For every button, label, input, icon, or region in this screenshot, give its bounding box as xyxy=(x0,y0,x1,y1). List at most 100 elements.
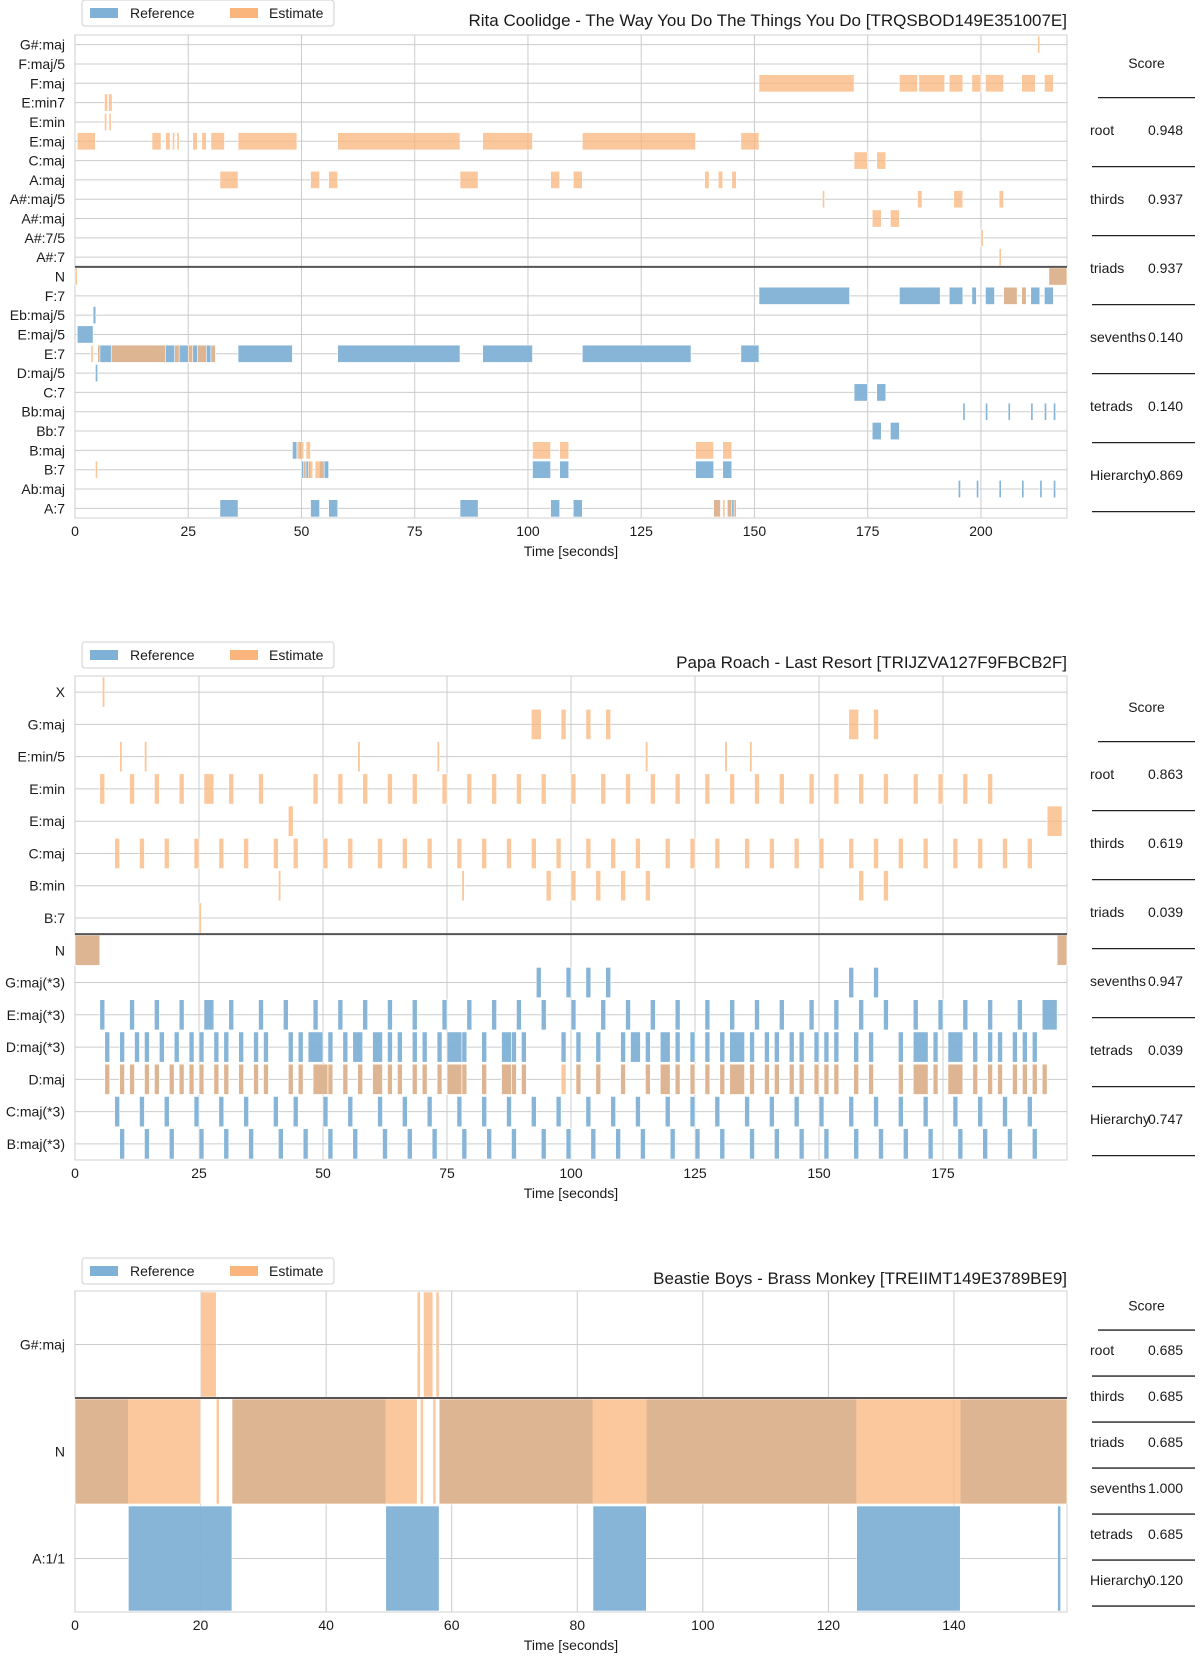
reference-segment xyxy=(674,999,681,1031)
score-metric-label: triads xyxy=(1090,1434,1124,1450)
score-metric-label: root xyxy=(1090,1342,1114,1358)
reference-segment xyxy=(853,383,868,402)
estimate-segment xyxy=(151,132,162,151)
reference-segment xyxy=(957,480,961,498)
y-tick-label: E:maj/5 xyxy=(18,326,66,342)
score-metric-value: 0.140 xyxy=(1148,329,1183,345)
estimate-segment xyxy=(420,1398,424,1505)
estimate-segment xyxy=(899,74,918,93)
x-axis-label: Time [seconds] xyxy=(524,1185,618,1201)
score-metric-value: 0.948 xyxy=(1148,122,1183,138)
estimate-segment xyxy=(645,1063,651,1095)
estimate-segment xyxy=(774,1063,780,1095)
y-tick-label: E:maj xyxy=(29,133,65,149)
reference-segment xyxy=(922,1096,929,1128)
reference-segment xyxy=(630,1031,641,1063)
estimate-segment xyxy=(625,773,631,805)
legend-estimate-label: Estimate xyxy=(269,5,324,21)
estimate-segment xyxy=(310,170,320,189)
x-tick-label: 60 xyxy=(444,1617,460,1633)
reference-segment xyxy=(704,999,711,1031)
reference-segment xyxy=(898,1096,904,1128)
reference-segment xyxy=(565,1128,572,1160)
estimate-segment xyxy=(101,676,106,708)
estimate-segment xyxy=(1021,286,1027,305)
estimate-segment xyxy=(714,838,721,869)
reference-segment xyxy=(154,999,160,1031)
estimate-segment xyxy=(729,1063,745,1095)
estimate-segment xyxy=(560,708,567,740)
reference-segment xyxy=(764,1031,770,1063)
reference-segment xyxy=(1057,1505,1062,1612)
reference-segment xyxy=(898,1031,904,1063)
y-tick-label: Bb:7 xyxy=(36,423,65,439)
reference-segment xyxy=(998,480,1002,498)
reference-segment xyxy=(139,1096,145,1128)
x-tick-label: 50 xyxy=(315,1165,331,1181)
y-tick-label: N xyxy=(55,1444,65,1460)
estimate-segment xyxy=(1021,74,1036,93)
estimate-segment xyxy=(733,499,737,518)
estimate-segment xyxy=(432,1398,437,1505)
estimate-segment xyxy=(461,870,465,902)
reference-segment xyxy=(1022,1031,1028,1063)
legend-estimate-label: Estimate xyxy=(269,647,324,663)
reference-segment xyxy=(948,286,964,305)
y-tick-label: B:7 xyxy=(44,462,65,478)
reference-segment xyxy=(421,1031,428,1063)
estimate-segment xyxy=(971,74,982,93)
reference-segment xyxy=(372,1031,383,1063)
reference-segment xyxy=(342,1031,349,1063)
reference-segment xyxy=(774,1031,780,1063)
estimate-segment xyxy=(729,773,735,805)
legend-reference-label: Reference xyxy=(130,647,195,663)
reference-segment xyxy=(575,1031,582,1063)
reference-segment xyxy=(722,460,733,479)
estimate-segment xyxy=(188,1063,195,1095)
reference-segment xyxy=(128,1505,233,1612)
reference-segment xyxy=(362,999,368,1031)
score-metric-label: tetrads xyxy=(1090,1042,1133,1058)
estimate-segment xyxy=(263,1063,269,1095)
reference-segment xyxy=(798,1031,805,1063)
estimate-segment xyxy=(659,1063,671,1095)
estimate-segment xyxy=(823,1063,830,1095)
y-tick-label: F:7 xyxy=(45,288,65,304)
estimate-segment xyxy=(635,838,641,869)
reference-segment xyxy=(193,1096,200,1128)
estimate-segment xyxy=(104,93,108,112)
y-tick-label: E:7 xyxy=(44,346,65,362)
estimate-segment xyxy=(998,190,1004,209)
reference-segment xyxy=(327,1031,334,1063)
estimate-segment xyxy=(883,773,889,805)
y-tick-label: E:min xyxy=(29,781,65,797)
x-tick-label: 100 xyxy=(516,523,540,539)
reference-segment xyxy=(446,1031,463,1063)
estimate-segment xyxy=(337,132,461,151)
reference-segment xyxy=(253,1031,259,1063)
estimate-segment xyxy=(645,870,651,902)
reference-segment xyxy=(163,1096,170,1128)
estimate-segment xyxy=(219,170,239,189)
reference-segment xyxy=(957,1128,964,1160)
estimate-segment xyxy=(731,170,737,189)
reference-segment xyxy=(307,1031,324,1063)
score-metric-value: 0.685 xyxy=(1148,1342,1183,1358)
estimate-segment xyxy=(481,1063,487,1095)
reference-segment xyxy=(387,1031,393,1063)
y-tick-label: F:maj/5 xyxy=(18,56,65,72)
reference-segment xyxy=(134,1031,140,1063)
y-tick-label: G#:maj xyxy=(20,1337,65,1353)
estimate-segment xyxy=(858,773,864,805)
estimate-segment xyxy=(808,773,815,805)
chart-title: Beastie Boys - Brass Monkey [TREIIMT149E… xyxy=(653,1269,1067,1288)
reference-segment xyxy=(283,999,289,1031)
y-tick-label: E:maj(*3) xyxy=(7,1007,65,1023)
estimate-segment xyxy=(210,132,225,151)
estimate-segment xyxy=(74,1398,201,1505)
estimate-segment xyxy=(575,1063,582,1095)
reference-segment xyxy=(377,1096,383,1128)
reference-segment xyxy=(129,999,135,1031)
estimate-segment xyxy=(296,441,305,460)
reference-segment xyxy=(694,1128,701,1160)
